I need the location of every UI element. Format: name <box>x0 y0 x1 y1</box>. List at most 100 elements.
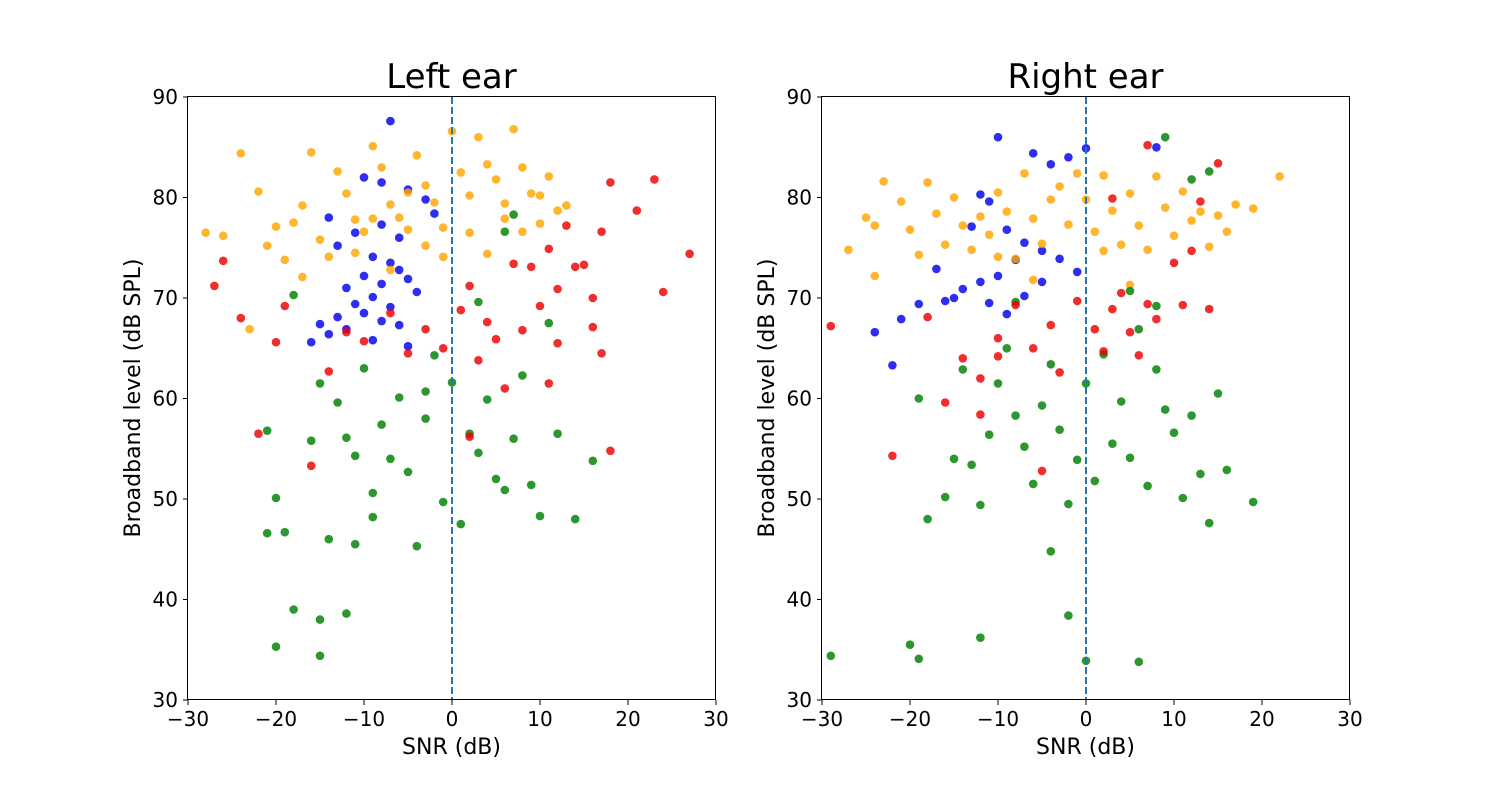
left-ear-x-axis-label: SNR (dB) <box>402 735 501 760</box>
left-ear-point-s1-33 <box>518 163 527 172</box>
left-ear-point-s2-2 <box>280 527 290 537</box>
left-ear-point-s2-39 <box>342 609 351 618</box>
left-ear-point-s0-12 <box>342 283 351 293</box>
right-ear-y-axis-label: Broadband level (dB SPL) <box>755 259 780 538</box>
right-ear-point-s1-5 <box>905 225 915 234</box>
left-ear-point-s0-21 <box>394 320 404 330</box>
left-ear-point-s2-33 <box>570 514 580 524</box>
right-ear-x-ticks: −30 −20 −10 0 10 20 30 <box>801 700 1363 731</box>
left-ear-point-s1-10 <box>315 235 325 244</box>
left-ear-point-s2-15 <box>403 467 413 477</box>
left-ear-point-s0-8 <box>386 258 395 268</box>
left-ear-point-s3-25 <box>562 221 571 230</box>
left-ear-y-tick-label: 80 <box>153 186 178 210</box>
left-ear-point-s1-16 <box>368 141 378 151</box>
right-ear-y-tick-label: 60 <box>787 387 812 411</box>
right-ear-point-s1-7 <box>923 178 932 187</box>
left-ear-point-s2-7 <box>333 398 342 407</box>
left-ear-point-s1-15 <box>359 227 369 236</box>
left-ear-point-s1-3 <box>254 187 263 196</box>
left-ear-point-s3-8 <box>359 336 369 346</box>
left-ear-point-s1-45 <box>438 252 448 262</box>
left-ear-point-s2-24 <box>482 395 492 404</box>
right-ear-point-s2-47 <box>1187 175 1196 184</box>
right-ear-point-s1-15 <box>993 188 1003 197</box>
right-ear-point-s2-46 <box>1152 301 1161 311</box>
right-ear-y-ticks: 30 40 50 60 70 80 90 <box>787 85 822 712</box>
right-ear-point-s3-3 <box>940 398 950 407</box>
left-ear-point-s0-14 <box>412 287 422 297</box>
left-ear-x-tick-label: −10 <box>343 707 385 731</box>
right-ear-point-s1-32 <box>1143 245 1152 255</box>
left-ear-point-s1-41 <box>350 248 360 258</box>
right-ear-point-s3-7 <box>1011 300 1020 310</box>
right-ear-point-s2-8 <box>967 460 976 470</box>
left-ear-point-s3-22 <box>535 301 545 311</box>
right-ear-point-s0-9 <box>1002 225 1012 234</box>
left-ear-point-s2-44 <box>474 297 483 307</box>
left-ear-point-s3-32 <box>650 175 659 184</box>
right-ear-point-s1-20 <box>1037 239 1047 248</box>
left-ear-point-s1-43 <box>403 188 413 197</box>
left-ear-point-s3-38 <box>465 432 474 442</box>
right-ear-point-s1-17 <box>1011 254 1020 264</box>
left-ear-point-s0-22 <box>315 319 325 329</box>
right-ear-point-s2-0 <box>826 651 836 661</box>
left-ear-point-s1-30 <box>491 175 501 184</box>
right-ear-point-s1-41 <box>1222 227 1232 236</box>
left-ear-point-s3-23 <box>544 244 554 254</box>
right-ear-point-s1-27 <box>1099 171 1108 180</box>
left-ear-point-s2-38 <box>315 651 325 661</box>
right-ear-point-s0-2 <box>1046 160 1056 169</box>
right-ear-point-s0-10 <box>1020 238 1029 247</box>
left-ear-point-s3-30 <box>606 178 615 187</box>
left-ear-x-tick-label: 10 <box>527 707 552 731</box>
left-ear-point-s1-26 <box>456 168 466 177</box>
right-ear-point-s3-24 <box>1196 197 1205 206</box>
right-ear-point-s0-25 <box>984 298 994 308</box>
left-ear-point-s1-13 <box>342 189 351 198</box>
left-ear-point-s1-46 <box>465 228 474 237</box>
left-ear-y-tick-label: 30 <box>153 688 178 712</box>
right-ear-point-s0-0 <box>993 132 1003 142</box>
left-ear-point-s3-41 <box>597 349 606 358</box>
right-ear-point-s3-17 <box>1134 351 1144 360</box>
right-ear-point-s3-12 <box>1090 324 1100 334</box>
left-ear-point-s0-20 <box>377 316 386 326</box>
left-ear-point-s1-31 <box>500 199 510 208</box>
left-ear-point-s2-40 <box>262 528 272 538</box>
right-ear-point-s1-3 <box>879 177 888 186</box>
right-ear-panel: Right ear −30 −20 −10 0 10 20 30 30 40 50 60 70 80 9… <box>755 57 1363 760</box>
left-ear-point-s3-29 <box>597 227 606 236</box>
left-ear-point-s2-35 <box>271 642 281 651</box>
right-ear-point-s2-19 <box>1064 499 1073 509</box>
right-ear-point-s0-26 <box>1002 309 1012 319</box>
left-ear-point-s1-2 <box>236 149 246 158</box>
right-ear-point-s3-10 <box>1055 368 1064 377</box>
right-ear-point-s0-27 <box>1020 291 1029 301</box>
left-ear-point-s3-12 <box>438 344 448 353</box>
right-ear-point-s1-23 <box>1064 220 1073 229</box>
right-ear-point-s1-24 <box>1072 169 1082 178</box>
left-ear-point-s1-49 <box>518 227 527 236</box>
right-ear-point-s1-43 <box>1248 204 1258 213</box>
left-ear-point-s2-25 <box>491 474 501 484</box>
left-ear-point-s1-44 <box>421 241 430 250</box>
left-ear-point-s1-20 <box>403 225 413 234</box>
left-ear-point-s3-15 <box>474 356 483 365</box>
left-ear-point-s2-36 <box>289 605 298 614</box>
left-ear-point-s1-6 <box>280 255 290 265</box>
right-ear-point-s2-35 <box>1204 518 1214 528</box>
right-ear-point-s3-2 <box>923 312 932 322</box>
left-ear-point-s0-5 <box>350 228 360 237</box>
left-ear-point-s0-13 <box>403 274 413 284</box>
left-ear-point-s3-4 <box>280 301 290 311</box>
left-ear-point-s2-9 <box>350 451 360 461</box>
right-ear-point-s0-8 <box>967 222 976 231</box>
right-ear-point-s1-30 <box>1125 189 1135 198</box>
right-ear-point-s1-48 <box>1125 280 1135 290</box>
right-ear-point-s2-7 <box>958 365 968 374</box>
left-ear-point-s2-16 <box>412 541 422 551</box>
right-ear-y-tick-label: 90 <box>787 85 812 109</box>
right-ear-point-s3-5 <box>976 374 985 383</box>
